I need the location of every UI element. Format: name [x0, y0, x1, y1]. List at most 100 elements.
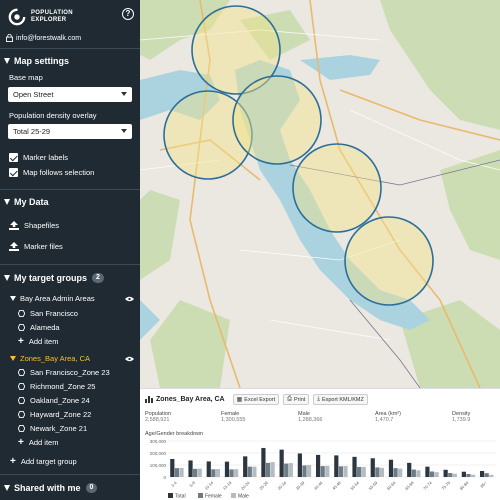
add-target-group-button[interactable]: + Add target group — [10, 456, 77, 466]
collapse-triangle-icon — [4, 485, 10, 491]
panel-title: Zones_Bay Area, CA — [156, 396, 225, 403]
item-label: San Francisco — [30, 309, 78, 318]
chevron-down-icon — [121, 92, 127, 96]
bar-total — [224, 461, 230, 477]
stat-value: 1,288,366 — [298, 417, 323, 423]
bar-male — [343, 466, 348, 477]
map-view[interactable] — [140, 0, 500, 388]
bar-female — [193, 468, 198, 477]
checkbox-checked-icon[interactable] — [9, 168, 18, 177]
section-map-settings[interactable]: Map settings — [4, 56, 69, 66]
excel-export-label: Excel Export — [244, 396, 276, 403]
eye-icon[interactable] — [125, 356, 134, 362]
section-title: Map settings — [14, 56, 70, 66]
bar-total — [352, 456, 357, 477]
zone-circle-hayward[interactable] — [292, 143, 382, 233]
bar-male — [234, 469, 239, 477]
stat-density: Density 1,739.9 — [452, 411, 470, 423]
brand-name: POPULATION EXPLORER — [31, 10, 91, 24]
bar-female — [484, 473, 489, 477]
item-label: Newark_Zone 21 — [30, 424, 88, 433]
bar-total — [425, 466, 430, 477]
add-item-button[interactable]: + Add item — [18, 336, 58, 346]
list-item[interactable]: Newark_Zone 21 — [18, 424, 87, 433]
item-label: Alameda — [30, 323, 60, 332]
bar-total — [315, 454, 321, 477]
divider — [0, 264, 140, 265]
collapse-triangle-icon — [10, 356, 16, 361]
map-follows-checkbox[interactable]: Map follows selection — [9, 168, 94, 177]
lock-icon — [6, 34, 13, 42]
x-tick-label: 35-39 — [295, 480, 306, 491]
overlay-select[interactable]: Total 25-29 — [8, 124, 132, 139]
group-zones-bay-area[interactable]: Zones_Bay Area, CA — [10, 354, 90, 363]
bar-female — [393, 468, 398, 477]
list-item[interactable]: Richmond_Zone 25 — [18, 382, 95, 391]
map-follows-text: Map follows selection — [23, 168, 95, 177]
x-tick-label: 55-59 — [367, 480, 378, 491]
zone-circles[interactable] — [163, 5, 434, 306]
group-bay-area-admin[interactable]: Bay Area Admin Areas — [10, 294, 95, 303]
section-my-data[interactable]: My Data — [4, 197, 49, 207]
list-item[interactable]: Hayward_Zone 22 — [18, 410, 91, 419]
help-icon[interactable]: ? — [122, 8, 134, 20]
collapse-triangle-icon — [4, 199, 10, 205]
x-tick-label: 50-54 — [349, 480, 360, 491]
section-target-groups[interactable]: My target groups 2 — [4, 273, 104, 283]
bar-male — [379, 467, 385, 477]
add-target-group-label: Add target group — [20, 457, 77, 466]
count-badge: 2 — [92, 273, 104, 283]
zone-circle-oakland[interactable] — [232, 75, 322, 165]
list-item[interactable]: Oakland_Zone 24 — [18, 396, 90, 405]
bar-total — [279, 449, 284, 477]
marker-files-item[interactable]: Marker files — [9, 242, 63, 251]
base-map-select[interactable]: Open Street — [8, 87, 132, 102]
age-gender-chart: 300,000 200,000 100,000 0 0-4 5-9 10-14 15-19 20… — [150, 439, 496, 500]
item-label: Richmond_Zone 25 — [30, 382, 96, 391]
list-item[interactable]: Alameda — [18, 323, 60, 332]
add-item-button[interactable]: + Add item — [18, 437, 58, 447]
hexagon-icon — [18, 411, 25, 418]
map-canvas[interactable] — [140, 0, 500, 388]
zone-circle-richmond[interactable] — [191, 5, 281, 95]
brand[interactable]: POPULATION EXPLORER — [8, 8, 91, 26]
zone-circle-newark[interactable] — [344, 216, 434, 306]
bar-female — [338, 466, 344, 477]
x-tick-label: 10-14 — [203, 480, 214, 491]
x-tick-label: 80-84 — [459, 480, 470, 491]
streets — [140, 29, 500, 341]
item-label: Hayward_Zone 22 — [30, 410, 92, 419]
bar-male — [197, 468, 202, 477]
export-kml-button[interactable]: ⤓ Export KML/KMZ — [313, 394, 368, 405]
legend-label: Female — [205, 494, 222, 500]
group-name: Zones_Bay Area, CA — [20, 354, 91, 363]
print-button[interactable]: ⎙ Print — [283, 394, 310, 405]
legend-swatch — [198, 493, 203, 498]
bar-male — [179, 467, 184, 477]
eye-icon[interactable] — [125, 296, 134, 302]
y-tick-label: 300,000 — [150, 439, 167, 444]
marker-labels-checkbox[interactable]: Marker labels — [9, 153, 68, 162]
bar-male — [252, 466, 257, 477]
zone-circle-san-francisco[interactable] — [163, 90, 253, 180]
stat-label: Male — [298, 411, 310, 417]
stat-label: Area (km²) — [375, 411, 401, 417]
checkbox-checked-icon[interactable] — [9, 153, 18, 162]
bar-female — [211, 469, 216, 477]
section-shared[interactable]: Shared with me 0 — [4, 483, 98, 493]
print-label: Print — [293, 396, 306, 403]
list-item[interactable]: San Francisco_Zone 23 — [18, 368, 110, 377]
section-title: Shared with me — [14, 483, 81, 493]
list-item[interactable]: San Francisco — [18, 309, 78, 318]
bar-total — [407, 462, 412, 477]
shapefiles-item[interactable]: Shapefiles — [9, 221, 59, 230]
hexagon-icon — [18, 397, 25, 404]
excel-export-button[interactable]: ▦ Excel Export — [232, 394, 280, 405]
account-row[interactable]: info@forestwalk.com — [6, 34, 81, 42]
breakdown-label: Age/Gender breakdown — [145, 431, 204, 437]
hexagon-icon — [18, 369, 25, 376]
sidebar: POPULATION EXPLORER ? info@forestwalk.co… — [0, 0, 140, 500]
upload-icon — [9, 221, 19, 230]
x-tick-label: 20-24 — [240, 480, 251, 491]
item-label: Oakland_Zone 24 — [30, 396, 90, 405]
